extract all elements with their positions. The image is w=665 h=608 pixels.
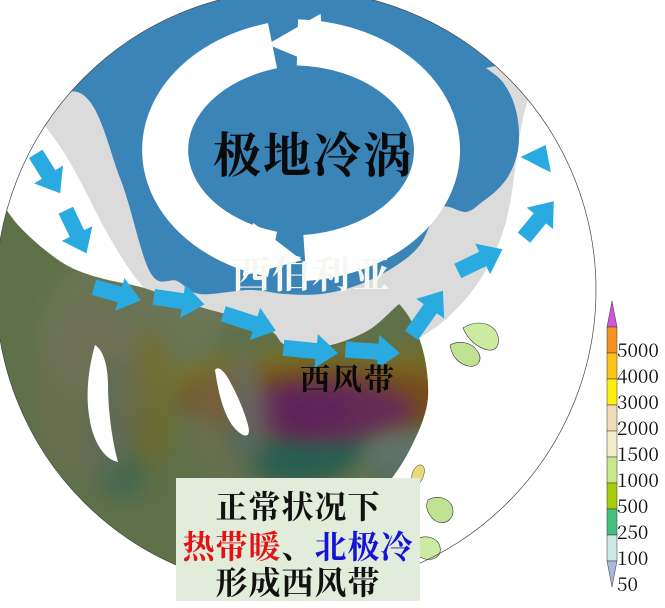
- svg-text:形成西风带: 形成西风带: [215, 558, 380, 604]
- svg-text:极地冷涡: 极地冷涡: [213, 117, 413, 186]
- svg-text:250: 250: [617, 518, 648, 545]
- svg-text:西伯利亚: 西伯利亚: [232, 244, 392, 299]
- svg-text:4000: 4000: [617, 362, 659, 389]
- svg-text:西风带: 西风带: [300, 355, 396, 399]
- svg-text:1000: 1000: [617, 466, 659, 493]
- svg-text:3000: 3000: [617, 388, 659, 415]
- svg-text:500: 500: [617, 492, 648, 519]
- svg-text:100: 100: [617, 544, 648, 571]
- svg-text:2000: 2000: [617, 414, 659, 441]
- svg-text:5000: 5000: [617, 336, 659, 363]
- svg-text:50: 50: [617, 570, 638, 597]
- svg-text:1500: 1500: [617, 440, 659, 467]
